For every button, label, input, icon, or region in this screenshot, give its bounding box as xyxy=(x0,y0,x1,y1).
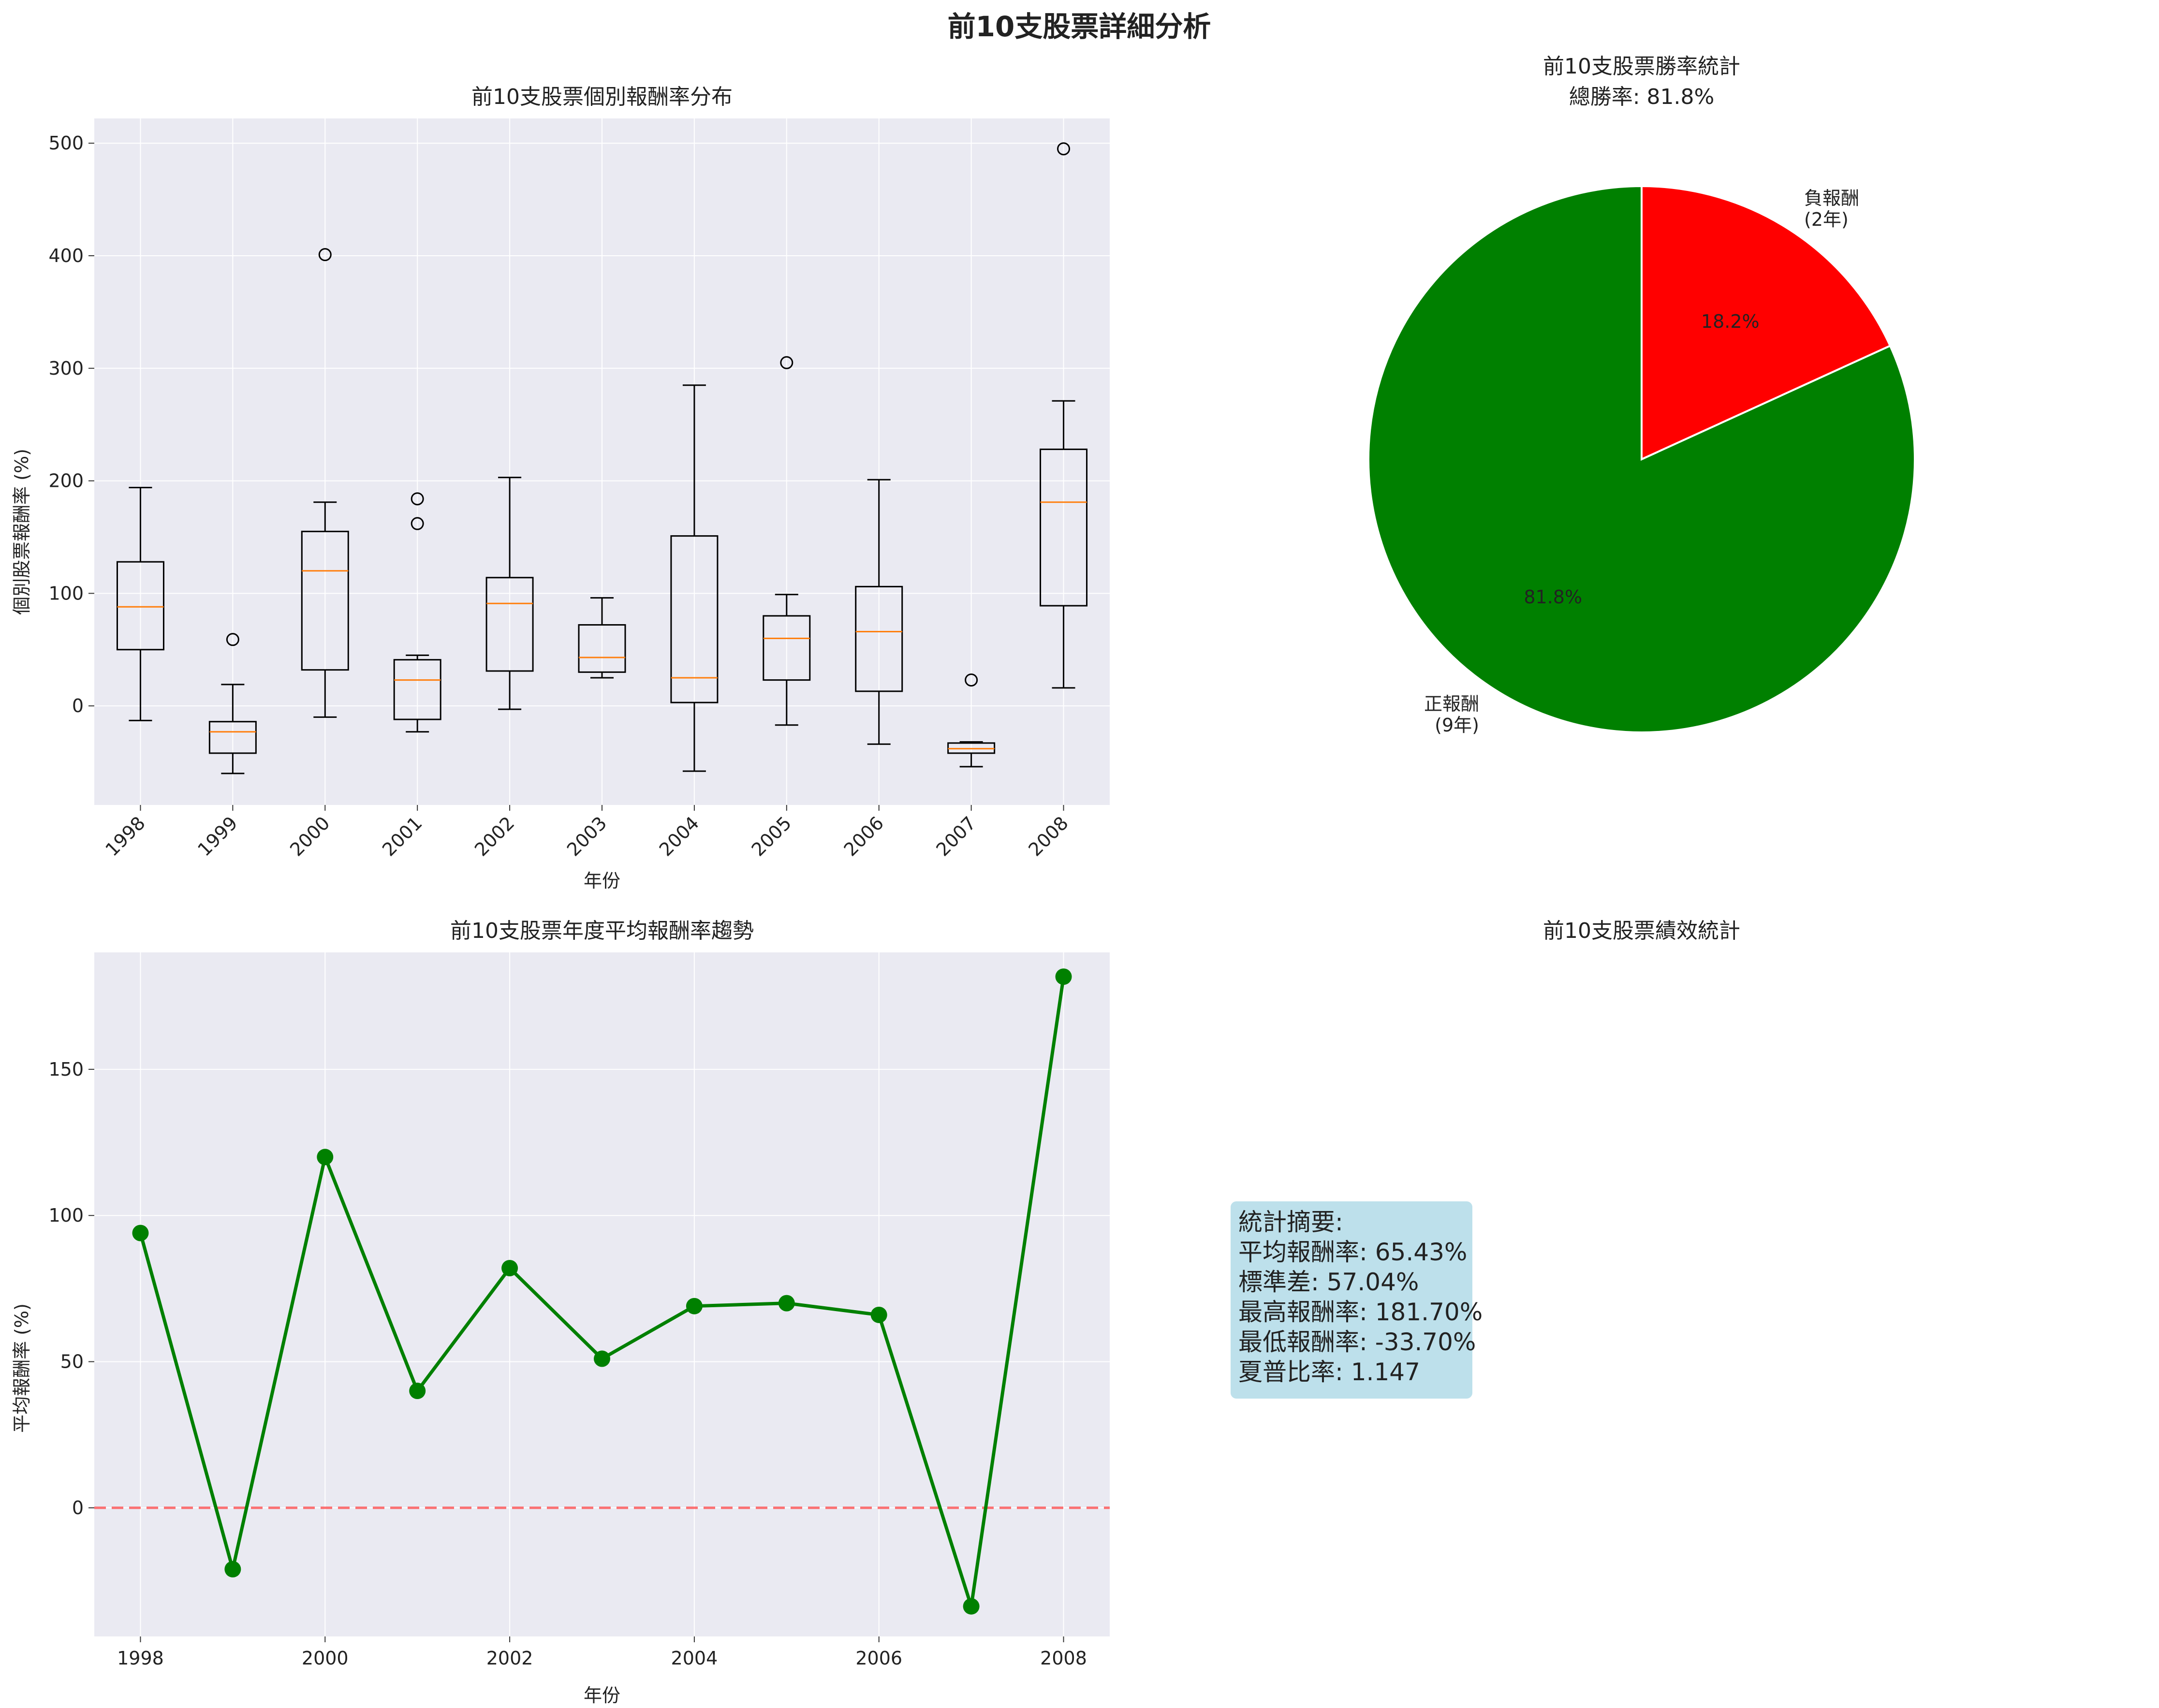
line-xtick-label: 2008 xyxy=(1040,1648,1087,1669)
boxplot-box xyxy=(855,585,903,692)
boxplot-box xyxy=(670,535,719,703)
boxplot-flier xyxy=(318,248,332,262)
line-ytick-label: 50 xyxy=(60,1351,84,1372)
boxplot-ytick-label: 300 xyxy=(48,358,84,379)
pie-pct-label: 81.8% xyxy=(1524,586,1582,608)
pie-subtitle: 總勝率: 81.8% xyxy=(1569,85,1715,109)
boxplot-xtick-label: 2006 xyxy=(840,812,888,861)
line-point xyxy=(224,1561,241,1577)
figure-suptitle: 前10支股票詳細分析 xyxy=(948,10,1211,43)
boxplot-box xyxy=(485,577,534,672)
line-title: 前10支股票年度平均報酬率趨勢 xyxy=(450,919,754,943)
line-xlabel: 年份 xyxy=(584,1685,620,1706)
boxplot-xlabel: 年份 xyxy=(584,870,620,891)
stats-line: 統計摘要: xyxy=(1238,1208,1343,1236)
boxplot-xtick-label: 2002 xyxy=(470,812,519,861)
pie-pct-label: 18.2% xyxy=(1701,311,1760,332)
boxplot-flier xyxy=(780,356,793,369)
boxplot-ytick-label: 100 xyxy=(48,583,84,604)
boxplot-flier xyxy=(1057,142,1071,156)
boxplot-xtick-label: 2004 xyxy=(655,812,704,861)
boxplot-box xyxy=(763,615,811,681)
stats-line: 標準差: 57.04% xyxy=(1238,1268,1419,1296)
stats-line: 最低報酬率: -33.70% xyxy=(1238,1328,1476,1356)
boxplot-xtick-label: 2005 xyxy=(748,812,796,861)
boxplot-ytick-label: 500 xyxy=(48,132,84,154)
line-point xyxy=(409,1383,426,1400)
line-xtick-label: 2000 xyxy=(302,1648,349,1669)
line-ytick-label: 0 xyxy=(72,1497,84,1518)
boxplot-box xyxy=(578,624,626,673)
boxplot-box xyxy=(393,659,441,720)
boxplot-ytick-label: 0 xyxy=(72,695,84,716)
line-point xyxy=(594,1350,610,1367)
boxplot-flier xyxy=(411,517,424,530)
pie-slice-sublabel: (9年) xyxy=(1435,715,1479,736)
line-point xyxy=(778,1295,795,1312)
boxplot-xtick-label: 2003 xyxy=(563,812,611,861)
stats-title: 前10支股票績效統計 xyxy=(1543,919,1740,943)
line-xtick-label: 2002 xyxy=(486,1648,533,1669)
line-point xyxy=(501,1260,518,1277)
line-xtick-label: 2006 xyxy=(855,1648,902,1669)
stats-line: 平均報酬率: 65.43% xyxy=(1238,1238,1467,1266)
boxplot-title: 前10支股票個別報酬率分布 xyxy=(471,85,733,109)
line-plot-area xyxy=(94,952,1110,1636)
line-ylabel: 平均報酬率 (%) xyxy=(11,1303,32,1433)
boxplot-xtick-label: 2000 xyxy=(286,812,334,861)
line-point xyxy=(317,1149,334,1166)
stats-line: 夏普比率: 1.147 xyxy=(1238,1358,1420,1386)
line-point xyxy=(963,1598,980,1615)
pie-slice-label: 負報酬 xyxy=(1804,188,1859,209)
pie-slice-sublabel: (2年) xyxy=(1804,209,1849,230)
line-ytick-label: 150 xyxy=(48,1059,84,1080)
boxplot-ytick-label: 200 xyxy=(48,470,84,492)
boxplot-box xyxy=(301,530,349,671)
stats-line: 最高報酬率: 181.70% xyxy=(1238,1298,1483,1326)
boxplot-xtick-label: 1999 xyxy=(193,812,242,861)
line-point xyxy=(1055,968,1072,985)
line-xtick-label: 2004 xyxy=(671,1648,718,1669)
boxplot-ytick-label: 400 xyxy=(48,245,84,266)
boxplot-xtick-label: 2008 xyxy=(1024,812,1072,861)
pie-title: 前10支股票勝率統計 xyxy=(1543,54,1740,79)
boxplot-flier xyxy=(965,673,978,687)
pie-slice xyxy=(1367,185,1916,733)
boxplot-xtick-label: 2007 xyxy=(932,812,980,861)
line-point xyxy=(870,1306,887,1323)
line-point xyxy=(132,1225,149,1241)
boxplot-xtick-label: 1998 xyxy=(101,812,149,861)
boxplot-ylabel: 個別股票報酬率 (%) xyxy=(11,449,32,615)
boxplot-flier xyxy=(411,492,424,506)
line-point xyxy=(686,1298,703,1314)
boxplot-flier xyxy=(226,633,239,646)
boxplot-box xyxy=(116,561,164,651)
line-ytick-label: 100 xyxy=(48,1205,84,1226)
boxplot-box xyxy=(208,721,257,754)
pie-slice xyxy=(1641,185,1892,461)
line-xtick-label: 1998 xyxy=(117,1648,164,1669)
boxplot-box xyxy=(1040,448,1088,607)
stats-box xyxy=(1231,1201,1472,1399)
boxplot-xtick-label: 2001 xyxy=(378,812,426,861)
pie-panel: 前10支股票勝率統計 總勝率: 81.8% 18.2% 負報酬(2年) 81.8% 正… xyxy=(1367,54,1916,736)
line-panel: 前10支股票年度平均報酬率趨勢 年份 平均報酬率 (%) 0 50 100 150 19… xyxy=(11,919,1110,1706)
stats-panel: 前10支股票績效統計 統計摘要:平均報酬率: 65.43%標準差: 57.04%… xyxy=(1231,919,1740,1399)
pie-slice-label: 正報酬 xyxy=(1424,693,1479,715)
boxplot-panel: 前10支股票個別報酬率分布 年份 個別股票報酬率 (%) 0 100 200 300 4… xyxy=(11,85,1110,891)
